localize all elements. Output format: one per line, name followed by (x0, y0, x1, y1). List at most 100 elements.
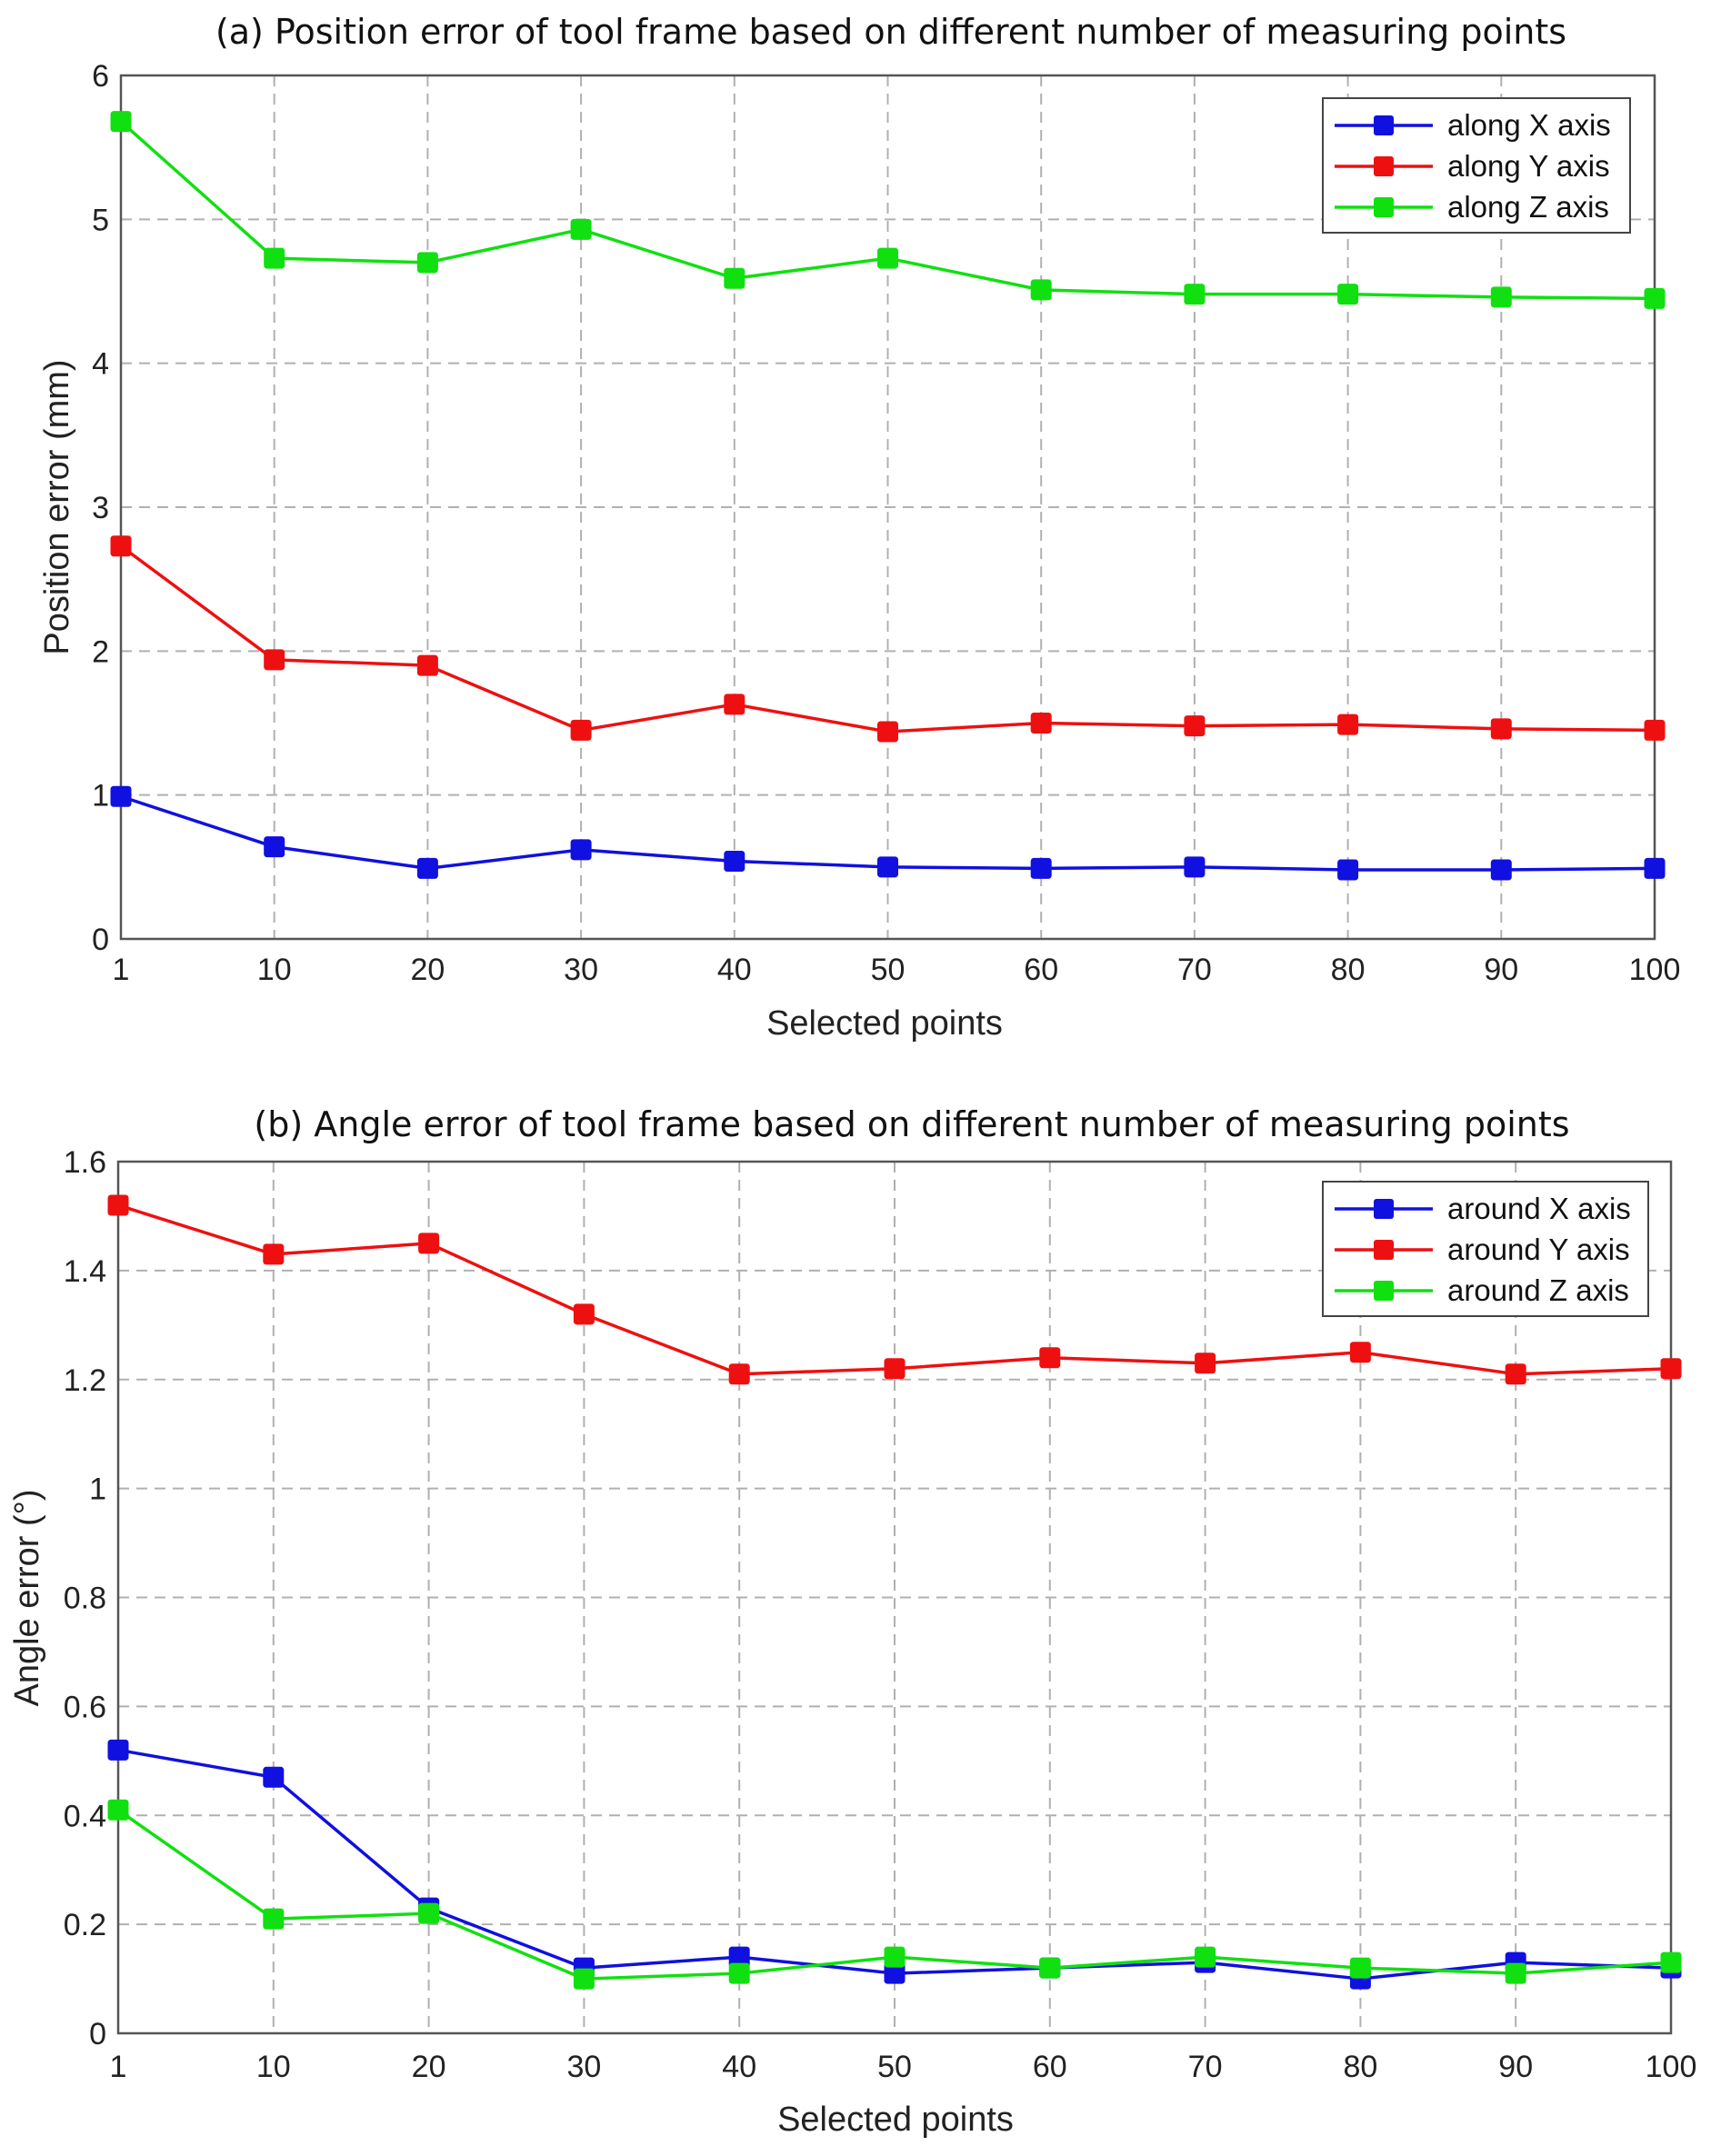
chart-a-data-point (110, 535, 132, 557)
chart-b-data-point (263, 1243, 285, 1265)
chart-b-x-tick-label: 90 (1498, 2050, 1533, 2084)
chart-a-data-point (1644, 857, 1666, 879)
chart-a-x-axis-label: Selected points (766, 1004, 1003, 1043)
chart-a-data-point (1644, 719, 1666, 741)
chart-a-y-axis-label: Position error (mm) (38, 359, 76, 654)
chart-b-y-tick-label: 1.4 (64, 1254, 106, 1289)
chart-a-data-point (1030, 857, 1052, 879)
chart-position-error: (a) Position error of tool frame based o… (38, 12, 1680, 1043)
chart-b-data-point (1195, 1946, 1216, 1968)
chart-b-data-point (1039, 1957, 1061, 1979)
chart-a-plot-frame (119, 74, 1656, 941)
chart-b-legend-marker (1374, 1199, 1394, 1219)
chart-b-data-point (1039, 1347, 1061, 1369)
chart-a-data-point (416, 252, 438, 274)
chart-b-x-tick-label: 30 (566, 2050, 601, 2084)
chart-b-plot-frame (116, 1160, 1673, 2035)
chart-b-data-point (418, 1902, 440, 1924)
chart-a-data-point (724, 851, 745, 872)
chart-a-legend-label: along Z axis (1447, 190, 1609, 224)
chart-b-y-tick-label: 0.2 (64, 1908, 106, 1942)
chart-a-x-tick-label: 100 (1629, 953, 1681, 987)
chart-a-legend-marker (1374, 197, 1394, 217)
chart-a-y-tick-label: 2 (92, 634, 109, 669)
chart-b-data-point (1660, 1358, 1682, 1380)
chart-a-legend: along X axis along Y axis along Z axis (1322, 97, 1631, 234)
chart-b-legend-label: around Y axis (1447, 1233, 1630, 1266)
chart-a-data-point (724, 694, 745, 715)
chart-a-data-point (264, 836, 285, 858)
chart-a-y-tick-label: 1 (92, 779, 109, 813)
chart-b-data-point (728, 1363, 750, 1385)
chart-a-data-point (1337, 284, 1359, 305)
chart-angle-error: (b) Angle error of tool frame based on d… (8, 1104, 1696, 2139)
chart-b-x-tick-label: 50 (877, 2050, 912, 2084)
chart-a-data-point (724, 267, 745, 289)
chart-b-data-point (107, 1799, 129, 1821)
chart-a-x-tick-label: 90 (1484, 953, 1518, 987)
chart-a-data-point (416, 654, 438, 676)
chart-b-x-tick-label: 10 (256, 2050, 291, 2084)
chart-b-data-point (1349, 1342, 1371, 1363)
chart-a-x-tick-label: 80 (1331, 953, 1366, 987)
chart-a-y-tick-label: 5 (92, 203, 109, 237)
chart-a-x-tick-label: 40 (717, 953, 752, 987)
chart-a-data-point (264, 247, 285, 269)
chart-a-x-tick-label: 10 (257, 953, 292, 987)
chart-b-x-tick-label: 80 (1343, 2050, 1377, 2084)
chart-a-legend-label: along X axis (1447, 108, 1611, 142)
chart-b-legend-label: around X axis (1447, 1192, 1631, 1225)
chart-b-y-tick-label: 0.6 (64, 1690, 106, 1724)
chart-b-title: (b) Angle error of tool frame based on d… (254, 1104, 1569, 1144)
chart-a-x-tick-label: 60 (1024, 953, 1058, 987)
chart-b-data-point (1195, 1352, 1216, 1374)
chart-a-y-tick-label: 3 (92, 491, 109, 525)
chart-a-data-point (110, 111, 132, 133)
chart-b-x-tick-label: 60 (1033, 2050, 1067, 2084)
chart-b-data-point (884, 1358, 906, 1380)
chart-a-data-point (264, 649, 285, 671)
chart-b-y-axis-label: Angle error (°) (8, 1489, 46, 1706)
chart-a-x-tick-label: 20 (410, 953, 445, 987)
chart-a-y-tick-label: 4 (92, 347, 109, 382)
chart-a-legend-label: along Y axis (1447, 149, 1610, 183)
chart-b-data-point (1505, 1363, 1526, 1385)
chart-a-data-point (110, 785, 132, 807)
chart-a-x-tick-label: 30 (564, 953, 598, 987)
chart-a-legend-marker (1374, 115, 1394, 135)
chart-b-data-point (263, 1766, 285, 1788)
chart-a-data-point (1644, 287, 1666, 309)
chart-a-data-point (1030, 279, 1052, 301)
chart-a-data-point (877, 247, 898, 269)
chart-b-data-point (1505, 1962, 1526, 1984)
chart-b-legend-marker (1374, 1240, 1394, 1260)
chart-b-y-tick-label: 1.6 (64, 1145, 106, 1180)
chart-b-x-tick-label: 70 (1188, 2050, 1223, 2084)
chart-a-y-tick-label: 0 (92, 923, 109, 957)
chart-b-y-tick-label: 0.8 (64, 1582, 106, 1616)
chart-a-data-point (570, 719, 592, 741)
chart-b-x-tick-label: 100 (1646, 2050, 1697, 2084)
chart-a-data-point (1184, 284, 1206, 305)
chart-b-x-tick-label: 20 (412, 2050, 446, 2084)
chart-b-y-tick-label: 1.2 (64, 1363, 106, 1398)
chart-b-data-point (1660, 1951, 1682, 1973)
chart-b-y-tick-label: 0 (89, 2017, 106, 2051)
chart-a-data-point (416, 857, 438, 879)
chart-b-data-point (884, 1946, 906, 1968)
chart-a-data-point (877, 856, 898, 878)
chart-a-y-tick-label: 6 (92, 59, 109, 94)
chart-a-data-point (1184, 715, 1206, 737)
chart-b-data-point (107, 1739, 129, 1761)
chart-b-data-point (107, 1194, 129, 1216)
chart-a-data-point (1337, 714, 1359, 735)
chart-a-x-tick-label: 1 (113, 953, 130, 987)
chart-a-legend-marker (1374, 156, 1394, 176)
chart-b-legend-label: around Z axis (1447, 1273, 1629, 1307)
chart-a-data-point (1490, 286, 1512, 308)
chart-a-data-point (1030, 713, 1052, 734)
chart-a-data-point (1490, 859, 1512, 881)
chart-b-legend: around X axis around Y axis around Z axis (1322, 1181, 1649, 1317)
chart-a-x-tick-label: 70 (1177, 953, 1212, 987)
